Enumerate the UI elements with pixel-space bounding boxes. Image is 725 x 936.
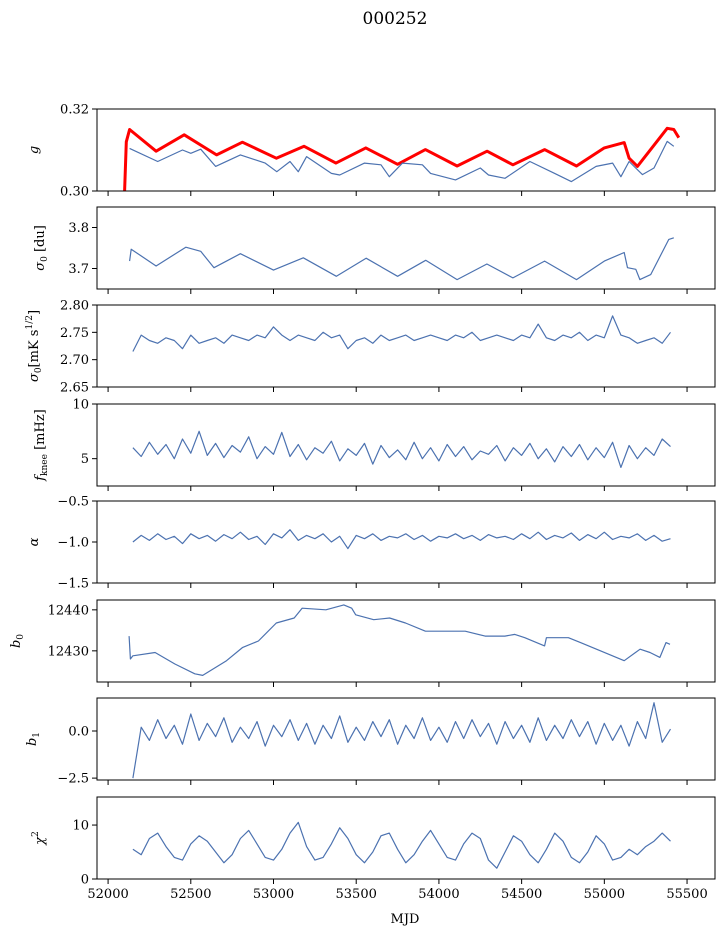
y-tick-label: −1.5 (57, 577, 89, 592)
y-tick-label: 0.30 (60, 185, 89, 200)
subplot-b1: −2.5 0.0 b1 (25, 697, 716, 787)
y-axis-label: σ0 [du] (33, 225, 50, 271)
y-tick-label: 3.8 (68, 221, 89, 236)
y-axis-label: α (27, 537, 42, 546)
y-label-symbol: χ (33, 836, 48, 846)
series-line-alpha (132, 529, 671, 550)
axes-frame (96, 206, 716, 290)
y-tick-label: 10 (72, 819, 89, 834)
axes-frame (96, 796, 716, 880)
y-label-superscript: 1/2 (25, 315, 35, 329)
y-tick-label: −1.0 (57, 536, 89, 551)
y-label-symbol: g (27, 146, 42, 154)
y-label-symbol: b (9, 640, 24, 648)
x-tick-label: 52500 (170, 887, 211, 902)
y-tick-label: 0.32 (60, 103, 89, 118)
x-tick-label: 55500 (666, 887, 707, 902)
axes-frame (96, 500, 716, 584)
subplot-alpha: −1.5 −1.0 −0.5 α (27, 495, 716, 592)
subplot-fknee: 5 10 fknee [mHz] (33, 398, 716, 491)
axes-frame (96, 108, 716, 192)
axes-frame (96, 304, 716, 388)
y-tick-label: −2.5 (57, 772, 89, 787)
y-axis-label: b1 (25, 732, 42, 746)
x-tick-label: 53500 (336, 887, 377, 902)
y-axis-label: g (27, 146, 42, 154)
y-label-bracket: ] (27, 310, 42, 315)
y-label-unit: [mHz] (33, 409, 48, 454)
y-label-unit: [mK s (27, 330, 42, 368)
x-tick-label: 52000 (87, 887, 128, 902)
y-axis-label: b0 (9, 634, 26, 648)
series-line-g-reference (123, 126, 681, 191)
series-line-sigma0-mK (132, 315, 671, 352)
y-tick-label: 2.80 (60, 299, 89, 314)
axes-frame (96, 599, 716, 683)
y-tick-label: 3.7 (68, 262, 89, 277)
y-label-symbol: σ (27, 372, 42, 382)
x-tick-label: 54000 (418, 887, 459, 902)
series-line-chi2 (132, 821, 671, 869)
y-label-subscript: 1 (32, 732, 42, 738)
y-axis-label: fknee [mHz] (33, 409, 50, 482)
subplot-sigma0-du: 3.7 3.8 σ0 [du] (33, 206, 716, 294)
y-label-subscript: 0 (16, 634, 26, 640)
y-label-superscript: 2 (31, 831, 41, 837)
series-line-sigma0-du (129, 237, 674, 281)
y-label-subscript: 0 (40, 256, 50, 262)
figure-title: 000252 (363, 9, 428, 29)
series-line-b1 (132, 702, 672, 779)
subplot-b0: 12430 12440 b0 (9, 599, 716, 687)
y-tick-label: 2.75 (60, 326, 89, 341)
axes-frame (96, 697, 716, 781)
y-tick-label: 2.70 (60, 353, 89, 368)
subplot-g: 0.30 0.32 g (27, 103, 716, 200)
y-label-unit: [du] (33, 225, 48, 256)
y-tick-label: 12440 (48, 603, 89, 618)
y-tick-label: 0.0 (68, 724, 89, 739)
y-label-symbol: α (27, 537, 42, 546)
y-label-subscript: 0 (34, 367, 44, 373)
y-label-symbol: σ (33, 261, 48, 271)
y-tick-label: 5 (81, 452, 89, 467)
series-line-b0 (128, 604, 671, 677)
x-tick-label: 53000 (253, 887, 294, 902)
x-tick-label: 54500 (501, 887, 542, 902)
series-line-g (129, 140, 675, 183)
y-tick-label: 12430 (48, 644, 89, 659)
y-tick-label: 2.65 (60, 381, 89, 396)
y-tick-label: −0.5 (57, 495, 89, 510)
y-axis-label: σ0[mK s1/2] (25, 310, 44, 382)
y-label-subscript: knee (40, 454, 50, 476)
y-tick-label: 0 (81, 873, 89, 888)
y-axis-label: χ2 (31, 831, 48, 846)
y-label-symbol: f (33, 474, 48, 482)
y-tick-label: 10 (72, 398, 89, 413)
subplot-sigma0-mK: 2.65 2.70 2.75 2.80 σ0[mK s1/2] (25, 299, 716, 396)
x-axis-label: MJD (391, 912, 420, 927)
subplot-chi2: 0 10 52000 52500 53000 53500 54000 54500 55000 55… (31, 796, 716, 902)
y-label-symbol: b (25, 738, 40, 746)
x-tick-label: 55000 (584, 887, 625, 902)
axes-frame (96, 403, 716, 487)
series-line-fknee (132, 430, 671, 468)
